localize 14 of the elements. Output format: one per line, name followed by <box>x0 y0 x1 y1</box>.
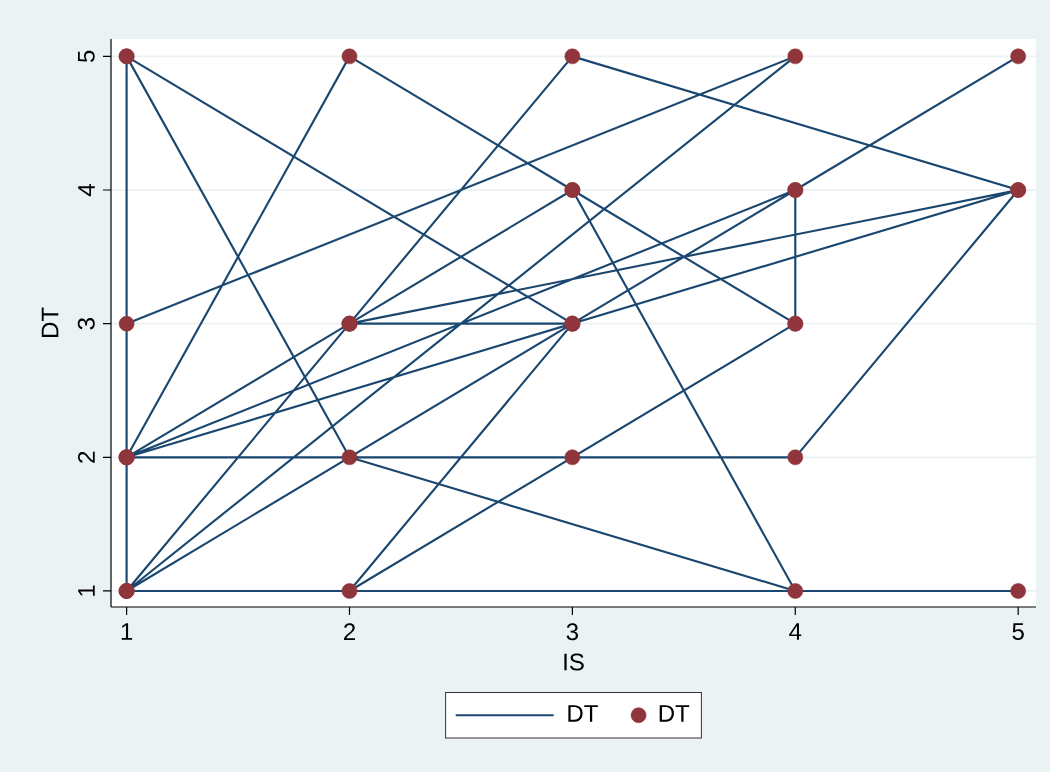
y-tick-label: 1 <box>78 585 95 596</box>
y-tick-label: 2 <box>77 451 95 463</box>
y-tick-label: 4 <box>78 184 95 197</box>
x-tick-label: 4 <box>789 623 802 640</box>
legend-label: DT <box>568 705 598 722</box>
x-axis-title: IS <box>564 653 584 671</box>
x-tick-label: 5 <box>1012 623 1024 641</box>
legend-label: DT <box>659 705 690 722</box>
x-tick-label: 2 <box>344 623 355 641</box>
y-tick-label: 3 <box>77 318 95 330</box>
y-axis-title: DT <box>41 307 59 338</box>
y-tick-label: 5 <box>77 50 95 63</box>
x-tick-label: 1 <box>121 623 133 640</box>
x-tick-label: 3 <box>566 623 579 641</box>
